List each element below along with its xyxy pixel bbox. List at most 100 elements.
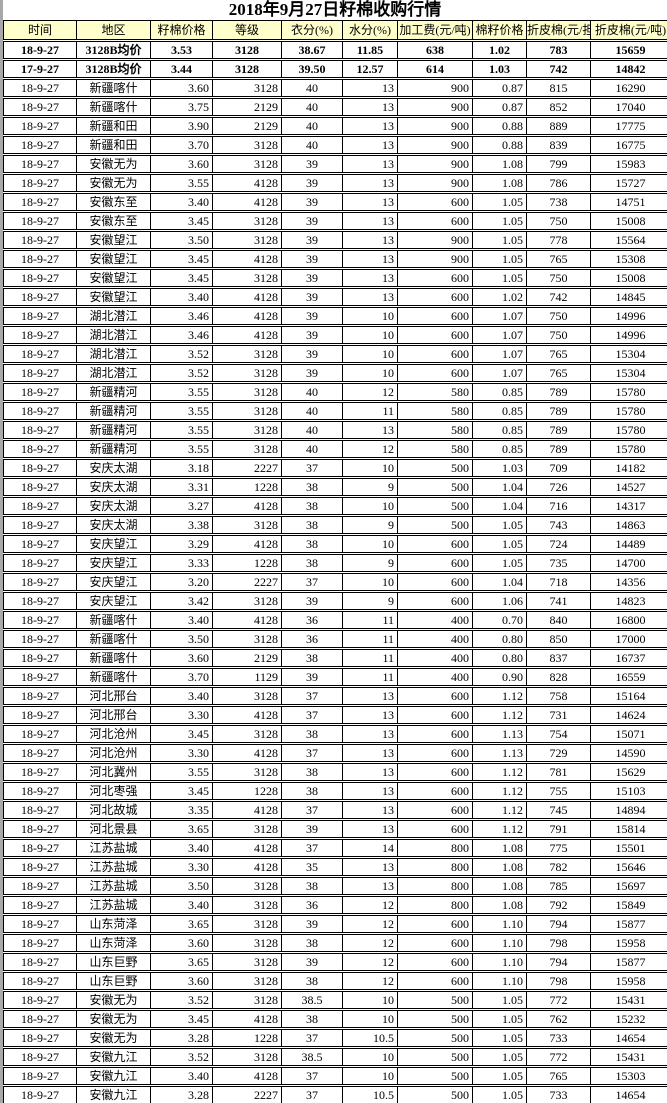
cell-grade: 4128 xyxy=(213,250,282,268)
cell-moisture-percent: 10 xyxy=(343,573,398,591)
cell-lint-yuan-per-ton: 14894 xyxy=(591,801,667,819)
cell-moisture-percent: 13 xyxy=(343,877,398,895)
cell-lint-percent: 39 xyxy=(282,307,343,325)
cell-moisture-percent: 10 xyxy=(343,1048,398,1066)
cell-moisture-percent: 12 xyxy=(343,934,398,952)
cell-region: 江苏盐城 xyxy=(77,839,151,857)
cell-lint-yuan-per-ton: 15780 xyxy=(591,421,667,439)
cell-seed-cotton-price: 3.35 xyxy=(151,801,213,819)
cell-region: 江苏盐城 xyxy=(77,896,151,914)
cell-lint-percent: 38 xyxy=(282,649,343,667)
cell-moisture-percent: 13 xyxy=(343,231,398,249)
cell-lint-yuan-per-dan: 850 xyxy=(527,630,591,648)
cell-moisture-percent: 12 xyxy=(343,915,398,933)
column-header-processing-fee: 加工费(元/吨) xyxy=(398,20,473,40)
cell-lint-yuan-per-ton: 15849 xyxy=(591,896,667,914)
cell-cottonseed-price: 0.70 xyxy=(473,611,527,629)
cell-processing-fee: 900 xyxy=(398,98,473,116)
cell-lint-percent: 40 xyxy=(282,383,343,401)
cell-lint-yuan-per-ton: 14996 xyxy=(591,307,667,325)
cell-moisture-percent: 10 xyxy=(343,1010,398,1028)
cell-region: 安徽东至 xyxy=(77,193,151,211)
cell-seed-cotton-price: 3.65 xyxy=(151,915,213,933)
cell-seed-cotton-price: 3.28 xyxy=(151,1086,213,1103)
cell-lint-percent: 38 xyxy=(282,554,343,572)
table-row: 18-9-27 安庆望江 3.33 1228 38 9 600 1.05 735 14700 xyxy=(3,554,667,572)
cell-region: 河北邢台 xyxy=(77,687,151,705)
cell-lint-yuan-per-dan: 789 xyxy=(527,421,591,439)
table-row: 18-9-27 新疆喀什 3.60 2129 38 11 400 0.80 837 16737 xyxy=(3,649,667,667)
cell-time: 18-9-27 xyxy=(3,877,77,895)
cell-seed-cotton-price: 3.60 xyxy=(151,79,213,97)
cell-lint-yuan-per-dan: 758 xyxy=(527,687,591,705)
cell-moisture-percent: 13 xyxy=(343,687,398,705)
cell-lint-yuan-per-ton: 15232 xyxy=(591,1010,667,1028)
cell-seed-cotton-price: 3.60 xyxy=(151,649,213,667)
cell-region: 安徽东至 xyxy=(77,212,151,230)
cell-lint-yuan-per-dan: 794 xyxy=(527,915,591,933)
cell-lint-percent: 39 xyxy=(282,174,343,192)
cell-time: 18-9-27 xyxy=(3,991,77,1009)
cell-lint-yuan-per-dan: 786 xyxy=(527,174,591,192)
cell-grade: 4128 xyxy=(213,193,282,211)
cell-lint-yuan-per-ton: 15308 xyxy=(591,250,667,268)
cell-grade: 3128 xyxy=(213,516,282,534)
cell-lint-yuan-per-ton: 15008 xyxy=(591,269,667,287)
cell-grade: 4128 xyxy=(213,535,282,553)
cell-grade: 1228 xyxy=(213,478,282,496)
cell-region: 安庆太湖 xyxy=(77,497,151,515)
table-row: 18-9-27 山东菏泽 3.65 3128 39 12 600 1.10 794 15877 xyxy=(3,915,667,933)
cell-grade: 3128 xyxy=(213,345,282,363)
cell-seed-cotton-price: 3.40 xyxy=(151,687,213,705)
cell-grade: 3128 xyxy=(213,402,282,420)
cell-cottonseed-price: 1.07 xyxy=(473,364,527,382)
table-row: 18-9-27 山东巨野 3.60 3128 38 12 600 1.10 798 15958 xyxy=(3,972,667,990)
cell-lint-percent: 38 xyxy=(282,877,343,895)
cell-processing-fee: 400 xyxy=(398,630,473,648)
cell-cottonseed-price: 1.10 xyxy=(473,915,527,933)
table-row: 18-9-27 新疆喀什 3.40 4128 36 11 400 0.70 840 16800 xyxy=(3,611,667,629)
cell-seed-cotton-price: 3.46 xyxy=(151,326,213,344)
cell-lint-yuan-per-ton: 17775 xyxy=(591,117,667,135)
cell-lint-percent: 39 xyxy=(282,231,343,249)
table-row: 18-9-27 河北冀州 3.55 3128 38 13 600 1.12 781 15629 xyxy=(3,763,667,781)
cell-lint-percent: 39 xyxy=(282,269,343,287)
cell-lint-percent: 39 xyxy=(282,345,343,363)
cell-lint-percent: 37 xyxy=(282,839,343,857)
cell-processing-fee: 500 xyxy=(398,516,473,534)
cell-lint-yuan-per-dan: 750 xyxy=(527,269,591,287)
cell-lint-yuan-per-dan: 798 xyxy=(527,934,591,952)
cell-cottonseed-price: 1.10 xyxy=(473,934,527,952)
cell-time: 18-9-27 xyxy=(3,402,77,420)
cell-lint-yuan-per-ton: 15780 xyxy=(591,440,667,458)
cell-region: 河北枣强 xyxy=(77,782,151,800)
cell-processing-fee: 900 xyxy=(398,231,473,249)
cell-lint-yuan-per-ton: 14654 xyxy=(591,1086,667,1103)
cell-lint-yuan-per-dan: 733 xyxy=(527,1086,591,1103)
cell-lint-yuan-per-dan: 775 xyxy=(527,839,591,857)
cell-cottonseed-price: 1.08 xyxy=(473,174,527,192)
cell-lint-yuan-per-dan: 718 xyxy=(527,573,591,591)
cell-region: 山东巨野 xyxy=(77,953,151,971)
cell-grade: 4128 xyxy=(213,839,282,857)
table-row: 18-9-27 安庆太湖 3.27 4128 38 10 500 1.04 716 14317 xyxy=(3,497,667,515)
cell-moisture-percent: 11 xyxy=(343,630,398,648)
cell-lint-yuan-per-dan: 799 xyxy=(527,155,591,173)
cell-cottonseed-price: 1.10 xyxy=(473,953,527,971)
cell-cottonseed-price: 0.87 xyxy=(473,98,527,116)
cell-time: 18-9-27 xyxy=(3,155,77,173)
cell-cottonseed-price: 1.05 xyxy=(473,250,527,268)
cell-region: 新疆喀什 xyxy=(77,611,151,629)
cell-grade: 4128 xyxy=(213,497,282,515)
cell-processing-fee: 600 xyxy=(398,782,473,800)
cell-lint-yuan-per-dan: 762 xyxy=(527,1010,591,1028)
cell-moisture-percent: 11 xyxy=(343,402,398,420)
cell-lint-yuan-per-ton: 14527 xyxy=(591,478,667,496)
cell-lint-percent: 38 xyxy=(282,497,343,515)
cell-lint-yuan-per-ton: 15646 xyxy=(591,858,667,876)
cell-processing-fee: 600 xyxy=(398,554,473,572)
cell-cottonseed-price: 0.87 xyxy=(473,79,527,97)
cell-lint-yuan-per-ton: 15071 xyxy=(591,725,667,743)
cell-time: 18-9-27 xyxy=(3,307,77,325)
cell-time: 18-9-27 xyxy=(3,592,77,610)
